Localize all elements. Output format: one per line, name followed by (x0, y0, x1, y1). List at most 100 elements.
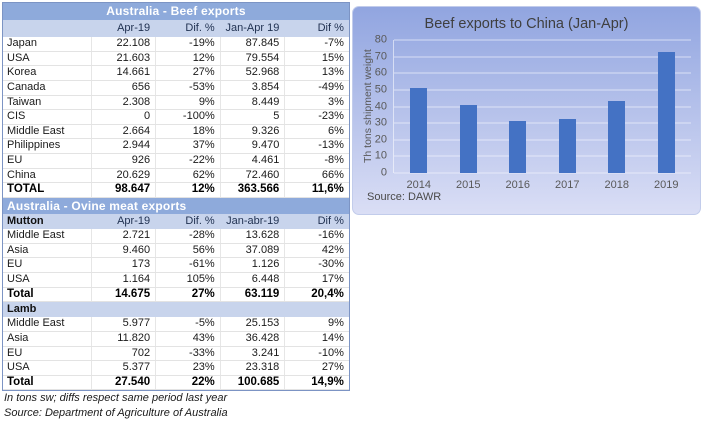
table-row: Middle East 2.664 18% 9.326 6% (3, 124, 349, 140)
table-row: China 20.629 62% 72.460 66% (3, 168, 349, 184)
cell-value: 27.540 (90, 375, 156, 390)
cell-value: Apr-19 (117, 22, 151, 34)
row-label: EU (7, 258, 23, 271)
row-label: Canada (7, 80, 46, 93)
cell-value: 23.318 (219, 361, 285, 375)
cell-value: 72.460 (219, 168, 285, 183)
cell-value: 2.664 (90, 124, 156, 139)
cell-value: 105% (155, 272, 220, 287)
cell-value: 56% (155, 243, 220, 258)
row-label: Philippines (7, 139, 61, 152)
beef-table-title: Australia - Beef exports (3, 3, 349, 20)
cell-value: 63.119 (219, 287, 285, 302)
cell-value: -100% (155, 110, 220, 124)
cell-value: Jan-abr-19 (226, 215, 280, 228)
cell-value: 5.377 (90, 361, 156, 375)
cell-value: 27% (155, 287, 220, 302)
cell-value: 1.164 (90, 272, 156, 287)
cell-value: 17% (284, 272, 349, 287)
column-header-row: Apr-19 Dif. % Jan-Apr 19 Dif % (3, 20, 349, 37)
chart-source: Source: DAWR (367, 191, 442, 203)
cell-value: 18% (155, 124, 220, 139)
cell-value: 9.460 (90, 243, 156, 258)
cell-value: Dif. % (185, 215, 215, 228)
cell-value: 14% (284, 331, 349, 346)
cell-value: -30% (284, 258, 349, 272)
table-row: EU 926 -22% 4.461 -8% (3, 154, 349, 169)
table-row: CIS 0 -100% 5 -23% (3, 110, 349, 125)
cell-value: 9% (155, 95, 220, 110)
cell-value: -5% (155, 317, 220, 331)
cell-value: 9.326 (219, 124, 285, 139)
gridline (394, 56, 691, 58)
cell-value: Apr-19 (117, 215, 151, 228)
y-axis-tick-label: 20 (374, 133, 387, 146)
row-label: Total (7, 375, 34, 388)
total-row: Total 14.675 27% 63.119 20,4% (3, 287, 349, 303)
cell-value: 363.566 (219, 183, 285, 198)
row-label: Middle East (7, 124, 65, 137)
table-row: Middle East 2.721 -28% 13.628 -16% (3, 229, 349, 244)
y-axis-tick-label: 40 (374, 100, 387, 112)
column-header-row: Mutton Apr-19 Dif. % Jan-abr-19 Dif % (3, 214, 349, 230)
cell-value: 13% (284, 66, 349, 80)
cell-value: 22% (155, 375, 220, 390)
cell-value: -19% (155, 37, 220, 51)
cell-value: -28% (155, 229, 220, 243)
row-label: CIS (7, 110, 26, 123)
gridline (394, 89, 691, 91)
cell-value: 2.721 (90, 229, 156, 243)
cell-value: 11.820 (90, 331, 156, 346)
cell-value: 8.449 (219, 95, 285, 110)
cell-value: 0 (90, 110, 156, 124)
footnote-source: Source: Department of Agriculture of Aus… (4, 406, 228, 419)
x-axis-tick-label: 2019 (654, 179, 679, 191)
table-row: Canada 656 -53% 3.854 -49% (3, 80, 349, 96)
cell-value: 12% (155, 51, 220, 66)
row-label: Total (7, 287, 34, 300)
gridline (394, 106, 691, 107)
cell-value: 14.675 (90, 287, 156, 302)
cell-value: 98.647 (90, 183, 156, 198)
cell-value: 20,4% (284, 287, 349, 302)
row-label: Japan (7, 37, 37, 49)
beef-china-chart: Beef exports to China (Jan-Apr) Th tons … (352, 6, 701, 215)
cell-value: 2.944 (90, 139, 156, 154)
cell-value: 36.428 (219, 331, 285, 346)
mutton-header: Mutton Apr-19 Dif. % Jan-abr-19 Dif % (3, 214, 349, 230)
cell-value: -10% (284, 346, 349, 361)
chart-title: Beef exports to China (Jan-Apr) (424, 16, 629, 32)
cell-value: Dif % (317, 215, 344, 228)
bar-2014 (410, 87, 428, 173)
y-axis-tick-label: 10 (374, 149, 387, 162)
gridline (394, 72, 691, 74)
row-label: USA (7, 272, 30, 285)
cell-value: 702 (90, 346, 156, 361)
cell-value: 52.968 (219, 66, 285, 80)
y-axis-tick-label: 80 (374, 33, 387, 46)
row-label: EU (7, 154, 23, 167)
beef-table-body: Japan 22.108 -19% 87.845 -7% USA 21.603 12% 79.5… (3, 37, 349, 199)
table-row: Korea 14.661 27% 52.968 13% (3, 66, 349, 81)
table-row: Middle East 5.977 -5% 25.153 9% (3, 317, 349, 332)
bar-2015 (459, 104, 477, 173)
cell-value: 4.461 (219, 154, 285, 168)
bar-2018 (608, 100, 626, 173)
cell-value: 14,9% (284, 375, 349, 390)
table-row: Asia 9.460 56% 37.089 42% (3, 243, 349, 259)
cell-value: Jan-Apr 19 (225, 22, 280, 34)
row-label: Mutton (7, 215, 44, 228)
row-label: Middle East (7, 229, 65, 242)
gridline (394, 139, 691, 141)
row-label: TOTAL (7, 183, 45, 196)
cell-value: 23% (155, 361, 220, 375)
cell-value: 14.661 (90, 66, 156, 80)
cell-value: 9.470 (219, 139, 285, 154)
table-row: USA 5.377 23% 23.318 27% (3, 361, 349, 376)
y-axis-tick-label: 60 (374, 66, 387, 79)
export-tables: Australia - Beef exports Apr-19 Dif. % Jan… (2, 2, 350, 392)
y-axis-tick-label: 30 (374, 116, 387, 129)
y-axis-tick-label: 70 (374, 50, 387, 63)
cell-value: 3% (284, 95, 349, 110)
cell-value: 12% (155, 183, 220, 198)
